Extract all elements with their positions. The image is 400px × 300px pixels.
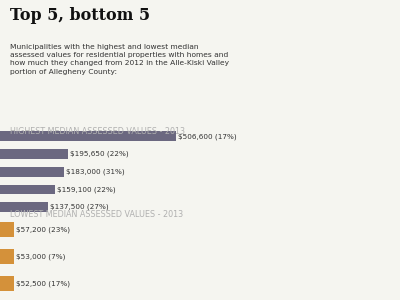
Text: HIGHEST MEDIAN ASSESSED VALUES - 2013: HIGHEST MEDIAN ASSESSED VALUES - 2013 — [10, 128, 185, 136]
Text: $195,650 (22%): $195,650 (22%) — [70, 151, 128, 157]
Text: $183,000 (31%): $183,000 (31%) — [66, 169, 124, 175]
Text: $53,000 (7%): $53,000 (7%) — [16, 253, 65, 260]
Text: $506,600 (17%): $506,600 (17%) — [178, 133, 237, 140]
Bar — [0, 276, 14, 291]
Bar — [0, 222, 14, 237]
Bar — [0, 149, 68, 159]
Bar — [0, 249, 14, 264]
Bar — [0, 167, 64, 177]
Bar — [0, 202, 48, 212]
Text: $137,500 (27%): $137,500 (27%) — [50, 204, 108, 210]
Bar — [0, 131, 176, 141]
Text: Municipalities with the highest and lowest median
assessed values for residentia: Municipalities with the highest and lowe… — [10, 44, 229, 75]
Bar — [0, 184, 55, 194]
Text: LOWEST MEDIAN ASSESSED VALUES - 2013: LOWEST MEDIAN ASSESSED VALUES - 2013 — [10, 210, 183, 219]
Text: $159,100 (22%): $159,100 (22%) — [57, 186, 116, 193]
Text: Top 5, bottom 5: Top 5, bottom 5 — [10, 8, 150, 25]
Text: $57,200 (23%): $57,200 (23%) — [16, 226, 70, 233]
Text: $52,500 (17%): $52,500 (17%) — [16, 280, 70, 287]
